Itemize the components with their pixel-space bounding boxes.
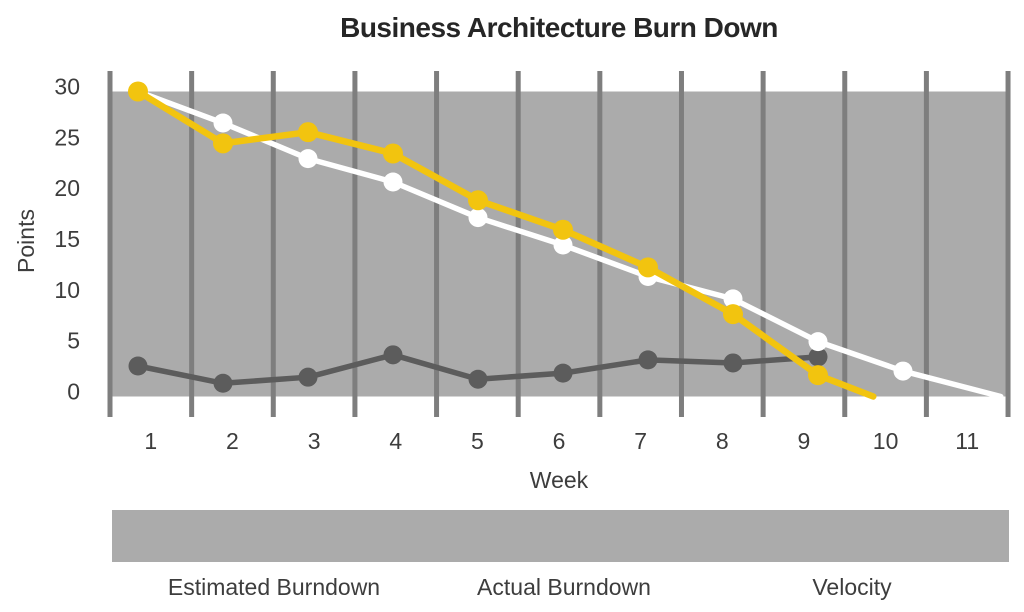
data-point-velocity: [723, 289, 743, 309]
data-point-velocity: [383, 172, 403, 192]
y-tick-label: 20: [54, 175, 80, 201]
x-tick-label: 4: [389, 428, 402, 454]
y-tick-label: 5: [67, 328, 80, 354]
data-point-velocity: [298, 149, 318, 169]
legend-label-velocity: Velocity: [812, 574, 892, 600]
x-tick-label: 6: [553, 428, 566, 454]
data-point-actual-burndown: [383, 143, 403, 164]
y-axis-tick-labels: 30 25 20 15 10 5 0: [54, 74, 80, 405]
data-point-estimated-burndown: [383, 345, 403, 365]
legend-label-estimated-burndown: Estimated Burndown: [167, 574, 381, 600]
y-tick-label: 25: [54, 124, 80, 150]
chart-title: Business Architecture Burn Down: [340, 12, 778, 43]
data-point-actual-burndown: [468, 190, 488, 211]
data-point-actual-burndown: [553, 219, 573, 240]
x-tick-label: 3: [308, 428, 321, 454]
data-point-actual-burndown: [723, 304, 743, 325]
legend-label-actual-burndown: Actual Burndown: [477, 574, 651, 600]
data-point-estimated-burndown: [553, 363, 573, 383]
y-tick-label: 30: [54, 74, 80, 100]
data-point-velocity: [553, 235, 573, 255]
x-tick-label: 10: [873, 428, 899, 454]
data-point-estimated-burndown: [808, 347, 828, 367]
x-tick-label: 2: [226, 428, 239, 454]
series-estimated-burndown: [128, 345, 828, 393]
x-tick-label: 8: [716, 428, 729, 454]
data-point-actual-burndown: [213, 133, 233, 154]
x-tick-label: 9: [798, 428, 811, 454]
data-point-estimated-burndown: [213, 373, 233, 393]
data-point-velocity: [893, 361, 913, 381]
y-tick-label: 15: [54, 226, 80, 252]
x-tick-label: 7: [634, 428, 647, 454]
series-actual-burndown: [128, 81, 877, 400]
y-tick-label: 0: [67, 379, 80, 405]
data-point-velocity: [468, 208, 488, 228]
data-point-estimated-burndown: [298, 367, 318, 387]
data-point-estimated-burndown: [128, 356, 148, 376]
series-line-actual-burndown: [134, 88, 877, 400]
data-point-actual-burndown: [808, 365, 828, 386]
y-tick-label: 10: [54, 277, 80, 303]
data-point-actual-burndown: [298, 122, 318, 143]
data-point-estimated-burndown: [638, 350, 658, 370]
x-tick-label: 11: [955, 428, 979, 454]
legend-band: [112, 510, 1009, 562]
data-point-estimated-burndown: [468, 369, 488, 389]
x-tick-label: 1: [144, 428, 157, 454]
data-point-velocity: [808, 332, 828, 352]
data-point-actual-burndown: [128, 81, 148, 102]
data-point-estimated-burndown: [723, 353, 743, 373]
x-axis-title: Week: [529, 467, 589, 493]
data-point-actual-burndown: [638, 257, 658, 278]
x-axis-tick-labels: 1 2 3 4 5 6 7 8 9 10 11: [144, 428, 979, 454]
x-tick-label: 5: [471, 428, 484, 454]
data-point-velocity: [213, 113, 233, 133]
